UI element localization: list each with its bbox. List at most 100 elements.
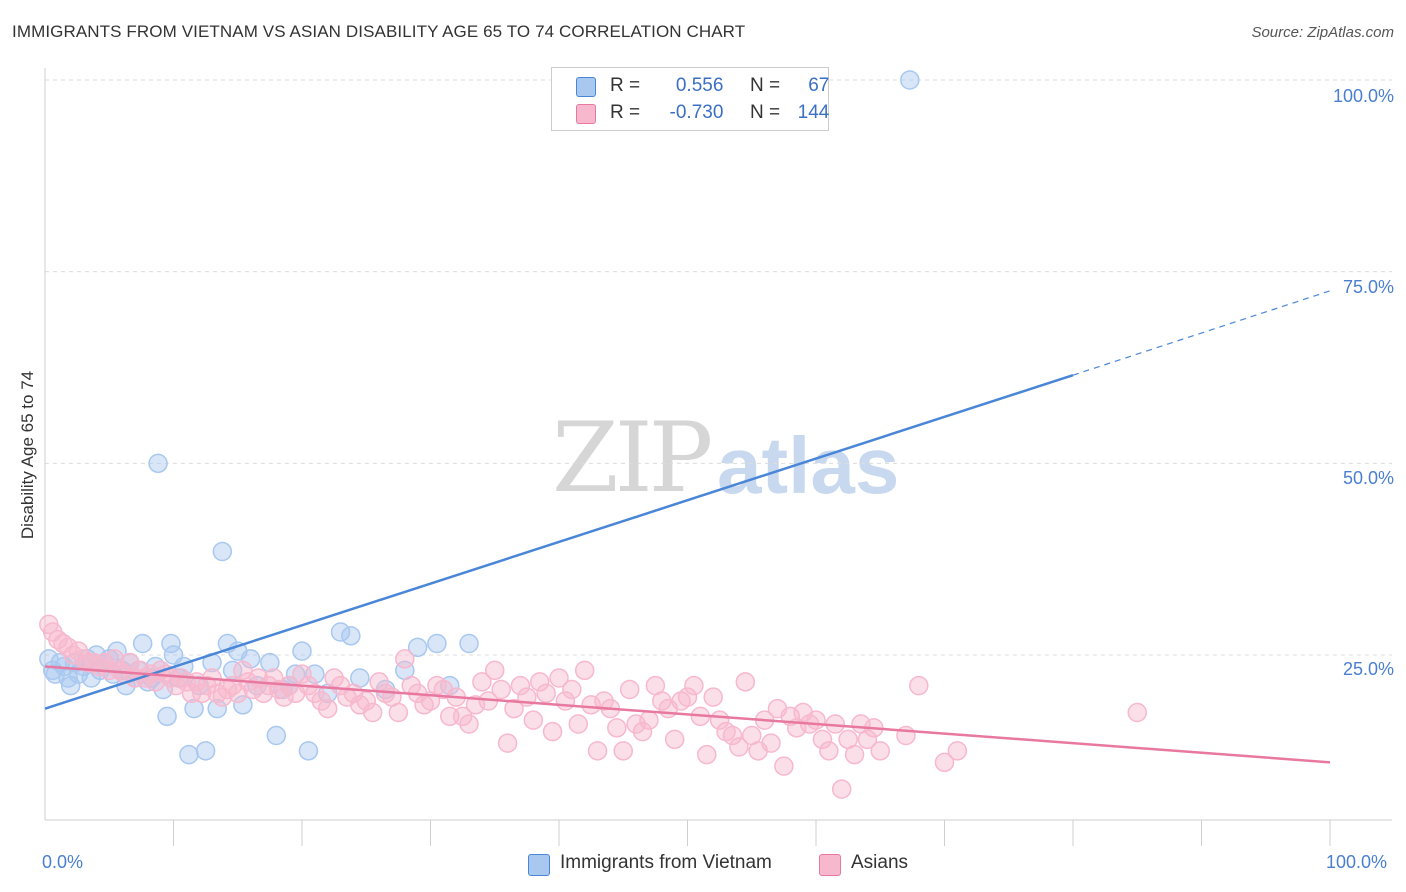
asians-point — [529, 672, 550, 692]
legend-n-value: 144 — [797, 102, 830, 123]
asians-point — [233, 660, 253, 681]
y-tick-label-100: 100.0% — [1332, 86, 1394, 106]
watermark-atlas: atlas — [717, 421, 900, 510]
asians-point — [774, 756, 794, 776]
asians-point — [806, 710, 826, 730]
legend-n-label: N = — [749, 75, 781, 96]
vietnam-point — [459, 633, 479, 654]
asians-point — [870, 741, 890, 761]
vietnam-point — [260, 652, 280, 673]
source-label: Source: ZipAtlas.com — [1251, 24, 1394, 41]
asians-point — [317, 698, 338, 719]
vietnam-point — [233, 695, 253, 715]
vietnam-point — [148, 453, 168, 474]
asians-point — [274, 687, 294, 707]
asians-point — [574, 660, 595, 681]
vietnam-trend-extension — [1072, 290, 1331, 376]
y-tick-label-75: 75.0% — [1342, 277, 1394, 297]
asians-point — [909, 675, 929, 696]
legend-swatch-asians — [576, 104, 596, 124]
x-tick-label-max: 100.0% — [1326, 852, 1388, 872]
asians-point — [485, 660, 505, 681]
asians-point — [504, 698, 524, 719]
asians-point — [497, 733, 518, 753]
vietnam-point — [285, 664, 306, 684]
asians-point — [639, 710, 659, 730]
vietnam-point — [161, 633, 181, 654]
asians-point — [677, 687, 698, 707]
asians-point — [536, 683, 556, 704]
asians-point — [542, 721, 563, 742]
asians-point — [594, 691, 614, 711]
asians-point — [523, 710, 544, 730]
asians-point — [819, 741, 839, 761]
legend-r-label: R = — [610, 75, 641, 96]
watermark-zip: ZIP — [552, 402, 713, 514]
legend-r-value: 0.556 — [675, 75, 724, 96]
vietnam-point — [240, 649, 261, 669]
bottom-legend-label-vietnam: Immigrants from Vietnam — [560, 852, 772, 873]
asians-point — [934, 752, 955, 773]
asians-point — [947, 741, 968, 761]
asians-point — [619, 679, 640, 700]
asians-point — [356, 691, 376, 711]
vietnam-point — [341, 626, 361, 646]
vietnam-point — [330, 622, 351, 642]
asians-point — [388, 702, 409, 723]
asians-point — [562, 679, 582, 700]
asians-point — [812, 729, 833, 750]
asians-point — [831, 779, 852, 799]
asians-point — [292, 664, 312, 684]
asians-point — [452, 706, 473, 727]
vietnam-point — [407, 637, 428, 658]
asians-point — [613, 741, 633, 761]
legend-n-value: 67 — [808, 75, 830, 96]
asians-point — [729, 737, 749, 757]
asians-point — [735, 672, 756, 692]
vietnam-point — [212, 541, 233, 562]
vietnam-point — [427, 633, 447, 654]
y-tick-label-50: 50.0% — [1342, 468, 1394, 488]
bottom-legend-swatch-vietnam — [528, 854, 550, 876]
asians-point — [311, 691, 332, 711]
asians-point — [549, 668, 569, 688]
asians-point — [305, 683, 325, 704]
legend-r-label: R = — [610, 102, 641, 123]
asians-point — [607, 718, 627, 738]
chart-title: IMMIGRANTS FROM VIETNAM VS ASIAN DISABIL… — [12, 22, 746, 41]
legend: R = 0.556 N = 67 R = -0.730 N = 144 — [551, 67, 829, 131]
asians-point — [697, 744, 717, 765]
bottom-legend-swatch-asians — [819, 854, 841, 876]
asians-point — [703, 687, 723, 707]
asians-point — [78, 652, 99, 673]
x-tick-label-min: 0.0% — [42, 852, 84, 872]
asians-point — [844, 744, 865, 765]
vietnam-point — [184, 698, 204, 719]
vietnam-point — [157, 706, 177, 727]
asians-point — [181, 683, 202, 704]
asians-point — [587, 741, 608, 761]
asians-point — [722, 725, 743, 746]
vietnam-point — [195, 741, 216, 761]
vietnam-point — [60, 675, 81, 696]
y-tick-label-25: 25.0% — [1342, 659, 1394, 679]
bottom-legend-label-asians: Asians — [851, 852, 909, 873]
vietnam-point — [207, 698, 227, 719]
legend-r-value: -0.730 — [669, 102, 724, 123]
asians-trend-line — [44, 665, 1331, 764]
asians-point — [362, 702, 383, 723]
asians-point — [632, 721, 653, 742]
asians-point — [510, 675, 531, 696]
asians-point — [568, 714, 589, 734]
asians-point — [395, 649, 415, 669]
asians-point — [491, 679, 511, 700]
vietnam-point — [292, 641, 312, 661]
y-axis-label: Disability Age 65 to 74 — [18, 370, 37, 540]
vietnam-trend-line — [44, 373, 1074, 710]
asians-point — [472, 672, 492, 692]
asians-point — [243, 679, 263, 700]
asians-point — [652, 691, 672, 711]
asians-point — [684, 675, 704, 696]
asians-point — [664, 729, 685, 750]
